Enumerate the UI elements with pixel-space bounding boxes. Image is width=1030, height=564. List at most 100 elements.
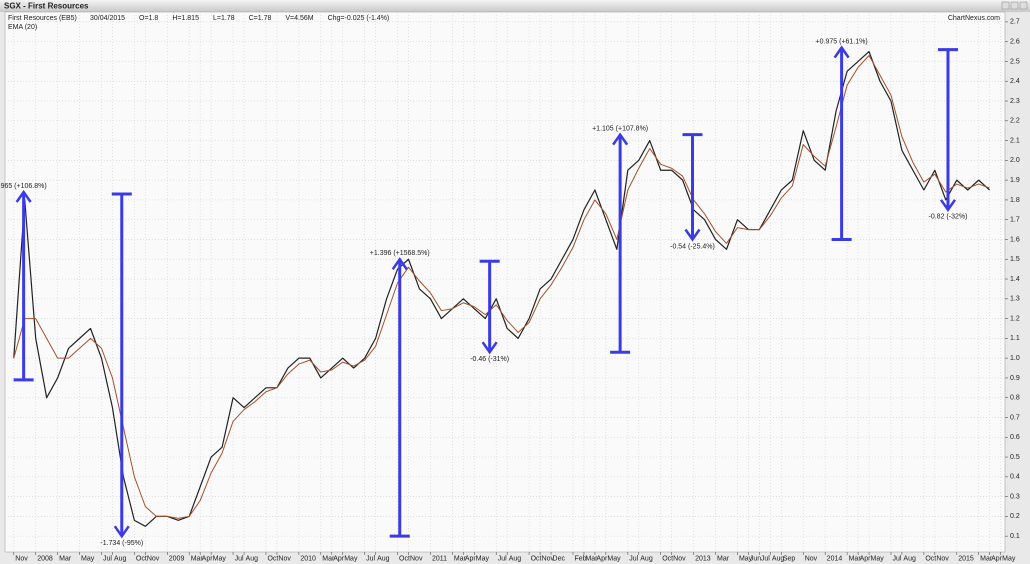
y-tick-label: 1.9 xyxy=(1010,177,1020,184)
x-tick-label: Mar xyxy=(849,555,862,562)
x-tick-label: Aug xyxy=(903,555,916,562)
x-tick-label: Nov xyxy=(278,555,291,562)
y-tick-label: 1.4 xyxy=(1010,276,1020,283)
x-tick-label: Nov xyxy=(542,555,555,562)
x-tick-label: May xyxy=(344,555,358,562)
annotation-label: -1.734 (-95%) xyxy=(100,540,143,547)
x-tick-label: Mar xyxy=(717,555,730,562)
x-tick-label: Sep xyxy=(783,555,796,562)
watermark: ChartNexus.com xyxy=(948,15,1000,22)
x-tick-label: Nov xyxy=(673,555,686,562)
y-tick-label: 2.1 xyxy=(1010,137,1020,144)
x-tick-label: 2014 xyxy=(827,555,843,562)
info-text: 30/04/2015 xyxy=(90,15,125,22)
x-tick-label: Apr xyxy=(333,555,345,562)
x-tick-label: Apr xyxy=(465,555,477,562)
legend-entry: First Resources (EB5) xyxy=(8,15,77,22)
y-tick-label: 1.1 xyxy=(1010,335,1020,342)
arrow-head xyxy=(833,45,850,59)
x-tick-label: Mar xyxy=(585,555,598,562)
x-tick-label: Aug xyxy=(640,555,653,562)
y-tick-label: 2.6 xyxy=(1010,39,1020,46)
x-tick-label: Oct xyxy=(925,555,936,562)
y-tick-label: 1.8 xyxy=(1010,197,1020,204)
x-tick-label: Nov xyxy=(147,555,160,562)
info-text: H=1.815 xyxy=(172,15,199,22)
y-tick-label: 1.0 xyxy=(1010,355,1020,362)
y-tick-label: 1.2 xyxy=(1010,315,1020,322)
x-tick-label: Feb xyxy=(574,555,586,562)
x-tick-label: Dec xyxy=(553,555,566,562)
x-tick-label: Apr xyxy=(596,555,608,562)
y-tick-label: 2.2 xyxy=(1010,118,1020,125)
x-tick-label: Jul xyxy=(235,555,244,562)
x-tick-label: 2009 xyxy=(169,555,185,562)
y-tick-label: 2.0 xyxy=(1010,157,1020,164)
close-button[interactable] xyxy=(1019,1,1028,10)
x-tick-label: Apr xyxy=(991,555,1003,562)
x-tick-label: Aug xyxy=(377,555,390,562)
info-text: L=1.78 xyxy=(213,15,235,22)
x-tick-label: Aug xyxy=(772,555,785,562)
y-tick-label: 0.8 xyxy=(1010,395,1020,402)
arrow-head xyxy=(612,132,629,146)
arrow-head xyxy=(113,525,130,539)
arrow-head xyxy=(15,189,32,203)
x-tick-label: Jul xyxy=(892,555,901,562)
x-tick-label: Mar xyxy=(191,555,204,562)
x-tick-label: May xyxy=(1002,555,1016,562)
x-tick-label: Aug xyxy=(246,555,259,562)
max-button[interactable] xyxy=(1010,1,1019,10)
x-tick-label: Jun xyxy=(750,555,761,562)
x-tick-label: 2011 xyxy=(432,555,447,562)
legend-entry: EMA (20) xyxy=(8,24,37,31)
window-title: SGX - First Resources xyxy=(4,2,89,11)
y-tick-label: 2.7 xyxy=(1010,19,1020,26)
y-tick-label: 1.5 xyxy=(1010,256,1020,263)
arrow-head xyxy=(684,228,701,242)
y-tick-label: 0.9 xyxy=(1010,375,1020,382)
y-tick-label: 1.7 xyxy=(1010,217,1020,224)
window-buttons[interactable] xyxy=(1001,1,1028,10)
y-tick-label: 0.4 xyxy=(1010,474,1020,481)
y-tick-label: 0.5 xyxy=(1010,454,1020,461)
x-tick-label: Nov xyxy=(410,555,423,562)
x-tick-label: 2015 xyxy=(958,555,974,562)
info-text: O=1.8 xyxy=(139,15,158,22)
x-tick-label: Jul xyxy=(629,555,638,562)
y-tick-label: 2.3 xyxy=(1010,98,1020,105)
info-text: Chg=-0.025 (-1.4%) xyxy=(328,15,390,22)
x-tick-label: Oct xyxy=(662,555,673,562)
x-tick-label: 2010 xyxy=(300,555,316,562)
arrow-head xyxy=(391,257,408,270)
y-tick-label: 0.2 xyxy=(1010,513,1020,520)
x-tick-label: Mar xyxy=(454,555,467,562)
x-tick-label: Jul xyxy=(103,555,112,562)
x-tick-label: Nov xyxy=(936,555,949,562)
x-tick-label: Aug xyxy=(114,555,127,562)
x-tick-label: Mar xyxy=(59,555,72,562)
x-tick-label: 2013 xyxy=(695,555,711,562)
x-tick-label: May xyxy=(213,555,227,562)
annotation-label: -0.82 (-32%) xyxy=(929,214,968,221)
annotation-label: -0.46 (-31%) xyxy=(470,356,509,363)
y-tick-label: 0.7 xyxy=(1010,414,1020,421)
x-tick-label: Oct xyxy=(531,555,542,562)
x-tick-label: Jul xyxy=(761,555,770,562)
x-tick-label: Mar xyxy=(980,555,993,562)
info-text: V=4.56M xyxy=(285,15,313,22)
min-button[interactable] xyxy=(1001,1,1010,10)
x-tick-label: Nov xyxy=(805,555,818,562)
title-bar xyxy=(0,0,1030,12)
x-tick-label: May xyxy=(476,555,490,562)
annotation-label: +1.396 (+1568.5%) xyxy=(370,250,430,257)
y-tick-label: 0.3 xyxy=(1010,493,1020,500)
x-tick-label: May xyxy=(607,555,621,562)
y-tick-label: 1.6 xyxy=(1010,236,1020,243)
ema-line xyxy=(13,55,990,519)
y-tick-label: 1.3 xyxy=(1010,296,1020,303)
arrow-head xyxy=(939,199,957,212)
y-tick-label: 0.1 xyxy=(1010,533,1020,540)
info-text: C=1.78 xyxy=(249,15,272,22)
